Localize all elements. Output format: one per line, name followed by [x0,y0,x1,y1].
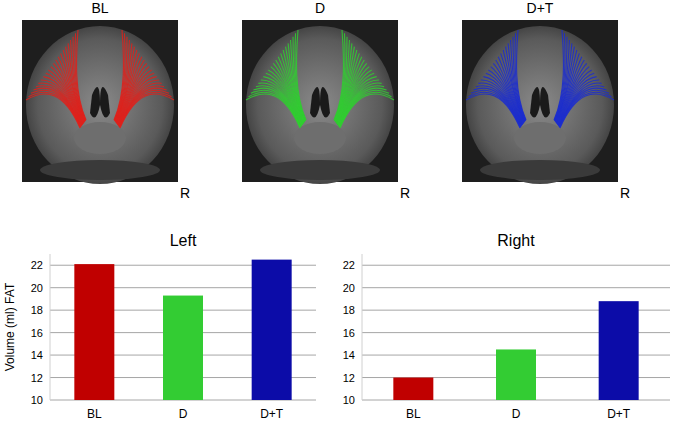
fiber [119,90,169,127]
grid-line [362,287,670,288]
chart: Right 10 12 14 16 18 20 22 BL D D+T [343,232,670,421]
chart-title: Right [497,232,535,249]
side-label: R [620,185,630,201]
brain [466,26,614,184]
y-tick-label: 16 [343,327,355,339]
fiber [560,94,614,128]
fiber [251,90,301,127]
fiber [340,94,394,128]
chart: Left 10 12 14 16 18 20 22 BL D D+T Volume (ml) FAT [3,232,316,421]
fiber [339,90,389,127]
y-tick-label: 14 [31,349,43,361]
fiber [340,92,392,127]
y-tick-label: 16 [31,327,43,339]
temporal [480,160,600,180]
side-label: R [180,185,190,201]
bar [599,301,639,400]
y-axis-line [50,254,51,400]
fiber [248,92,300,127]
ventricle [530,87,540,118]
y-tick-label: 10 [31,394,43,406]
ventricle [90,87,100,118]
fiber [559,83,602,126]
mri-panel [462,20,618,184]
x-tick-label: BL [87,407,102,421]
ventricle [100,87,110,118]
temporal [40,160,160,180]
fiber [559,90,609,127]
y-tick-label: 18 [343,304,355,316]
image-label: D [315,0,325,16]
fiber [560,92,612,127]
x-tick-label: D+T [260,407,284,421]
side-label: R [400,185,410,201]
y-tick-label: 12 [343,372,355,384]
bar [393,378,433,400]
fiber [119,83,162,126]
mri-panel [242,20,398,184]
chart-title: Left [170,232,197,249]
bar [252,260,292,400]
fiber [468,92,520,127]
fiber [339,83,382,126]
y-tick-label: 14 [343,349,355,361]
y-axis-label: Volume (ml) FAT [3,282,17,371]
fiber [478,83,521,126]
y-tick-label: 12 [31,372,43,384]
image-label: BL [91,0,108,16]
fiber [26,94,80,128]
fiber [120,94,174,128]
brain [26,26,174,184]
bars [74,260,291,400]
thalamus [294,122,346,154]
x-tick-label: BL [406,407,421,421]
mri-panel [22,20,178,184]
temporal [260,160,380,180]
x-tick-label: D [512,407,521,421]
fiber [120,92,172,127]
fiber [31,90,81,127]
y-tick-label: 22 [31,259,43,271]
image-label: D+T [527,0,554,16]
ventricle [310,87,320,118]
y-tick-label: 18 [31,304,43,316]
x-tick-label: D+T [607,407,631,421]
fiber [246,94,300,128]
fiber [28,92,80,127]
thalamus [514,122,566,154]
grid-line [362,265,670,266]
ventricle [320,87,330,118]
bars [393,301,638,400]
y-axis-line [362,254,363,400]
y-tick-label: 20 [31,282,43,294]
fiber [258,83,301,126]
ventricle [540,87,550,118]
x-tick-label: D [179,407,188,421]
brain [246,26,394,184]
fiber [471,90,521,127]
fiber [466,94,520,128]
fiber [38,83,81,126]
figure: BL R D R D+T R Left 10 12 14 16 18 20 22 BL D D+T Volume … [0,0,676,426]
bar [163,296,203,400]
bar [74,264,114,400]
bar [496,349,536,400]
y-tick-label: 10 [343,394,355,406]
thalamus [74,122,126,154]
y-tick-label: 22 [343,259,355,271]
y-tick-label: 20 [343,282,355,294]
